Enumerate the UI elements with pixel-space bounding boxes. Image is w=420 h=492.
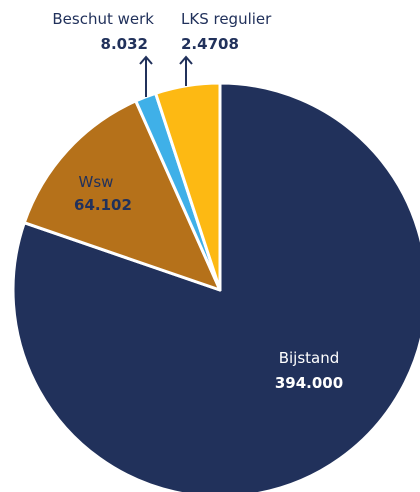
slice-label-beschut-werk: Beschut werk <box>52 10 154 28</box>
slice-label-bijstand: Bijstand <box>279 349 340 367</box>
beschut-werk-arrow <box>139 55 153 97</box>
slice-label-wsw: Wsw <box>79 173 114 191</box>
slice-value-bijstand: 394.000 <box>275 374 343 392</box>
pie-slices <box>11 81 420 492</box>
pie-slice-wsw <box>22 99 222 292</box>
lks-regulier-arrow <box>179 55 193 86</box>
slice-value-wsw: 64.102 <box>74 196 132 214</box>
slice-label-lks-regulier: LKS regulier <box>181 10 272 28</box>
slice-value-lks-regulier: 2.4708 <box>181 35 239 53</box>
pie-slice-lks-regulier <box>154 81 222 292</box>
slice-value-beschut-werk: 8.032 <box>101 35 148 53</box>
pie-slice-bijstand <box>11 81 420 492</box>
